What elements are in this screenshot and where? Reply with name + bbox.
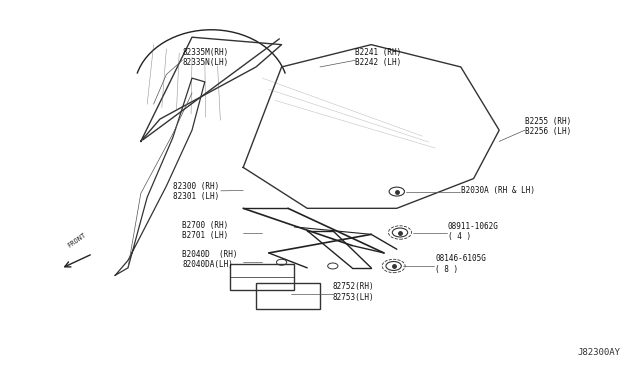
Text: 82300 (RH)
82301 (LH): 82300 (RH) 82301 (LH)	[173, 182, 219, 201]
Text: B2040D  (RH)
82040DA(LH): B2040D (RH) 82040DA(LH)	[182, 250, 238, 269]
Text: B2241 (RH)
B2242 (LH): B2241 (RH) B2242 (LH)	[355, 48, 401, 67]
Text: FRONT: FRONT	[67, 232, 87, 249]
Text: 08911-1062G
( 4 ): 08911-1062G ( 4 )	[448, 222, 499, 241]
Text: 08146-6105G
( 8 ): 08146-6105G ( 8 )	[435, 254, 486, 274]
Text: J82300AY: J82300AY	[578, 348, 621, 357]
Text: B2255 (RH)
B2256 (LH): B2255 (RH) B2256 (LH)	[525, 117, 571, 136]
Text: B2030A (RH & LH): B2030A (RH & LH)	[461, 186, 535, 195]
Text: 82752(RH)
82753(LH): 82752(RH) 82753(LH)	[333, 282, 374, 302]
Text: 82335M(RH)
82335N(LH): 82335M(RH) 82335N(LH)	[182, 48, 228, 67]
Text: B2700 (RH)
B2701 (LH): B2700 (RH) B2701 (LH)	[182, 221, 228, 240]
